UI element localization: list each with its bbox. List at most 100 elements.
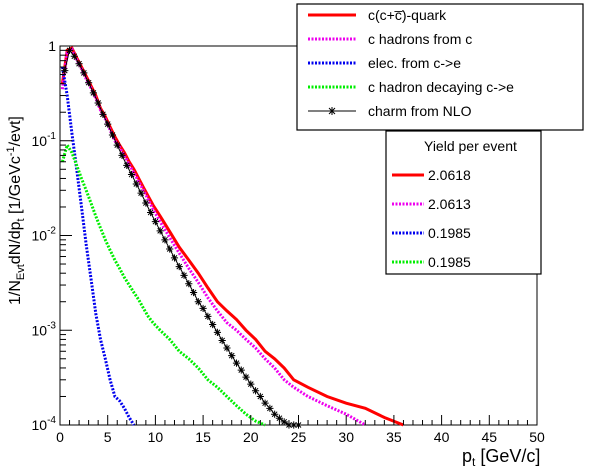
data-point xyxy=(75,60,83,68)
legend-label: elec. from c->e xyxy=(368,55,461,71)
data-point xyxy=(213,328,222,336)
legend-entry: c hadrons from c xyxy=(308,31,472,47)
legend-label: charm from NLO xyxy=(368,103,472,119)
data-point xyxy=(185,280,193,288)
legend-marker xyxy=(328,107,336,115)
y-axis-label: 1/NEvtdN/dpt [1/GeVc-1/evt] xyxy=(5,116,27,305)
data-point xyxy=(151,218,159,226)
legend-label: c(c+c̅)-quark xyxy=(368,7,447,23)
x-tick-label: 10 xyxy=(148,429,164,445)
y-tick-label: 10-1 xyxy=(32,131,57,149)
data-point xyxy=(251,387,260,395)
yield-items: 2.0618 2.0613 0.1985 0.1985 xyxy=(392,167,471,270)
yield-entry: 2.0618 xyxy=(392,167,471,183)
data-point xyxy=(113,141,121,149)
yield-value: 2.0618 xyxy=(428,167,471,183)
data-point xyxy=(180,271,188,279)
data-point xyxy=(118,151,126,160)
data-point xyxy=(123,161,131,169)
data-point xyxy=(142,199,150,207)
data-point xyxy=(209,320,217,329)
data-point xyxy=(104,120,112,128)
data-point xyxy=(61,67,69,75)
yield-entry: 0.1985 xyxy=(392,225,471,241)
data-point xyxy=(194,298,202,306)
data-point xyxy=(223,344,231,352)
series-line xyxy=(64,49,299,426)
data-point xyxy=(156,227,164,235)
yield-entry: 0.1985 xyxy=(392,254,471,270)
data-point xyxy=(218,336,226,345)
y-tick-label: 10-2 xyxy=(32,226,57,244)
data-point xyxy=(108,131,117,139)
legend-label: c hadrons from c xyxy=(368,31,472,47)
data-point xyxy=(237,366,245,374)
legend-entry: charm from NLO xyxy=(308,103,472,119)
plot-area: 0 5 10 15 20 25 30 35 40 45 50 10-4 10-3 10-2 10-1 1 xyxy=(32,38,545,445)
data-point xyxy=(175,262,183,271)
x-tick-label: 15 xyxy=(195,429,211,445)
y-tick-label: 1 xyxy=(48,38,56,54)
yield-value: 0.1985 xyxy=(428,225,471,241)
data-point xyxy=(147,208,155,217)
series-3 xyxy=(60,141,266,427)
data-point xyxy=(261,399,269,407)
data-point xyxy=(280,418,288,426)
data-point xyxy=(199,304,207,313)
yield-box: Yield per event 2.0618 2.0613 0.1985 0.1985 xyxy=(385,130,542,275)
series-line xyxy=(60,66,136,426)
data-point xyxy=(94,99,102,107)
data-point xyxy=(228,352,236,360)
legend-entry: c(c+c̅)-quark xyxy=(308,7,447,23)
legend-items: c(c+c̅)-quark c hadrons from c elec. from … xyxy=(308,7,514,119)
series-2 xyxy=(60,66,136,426)
yield-value: 0.1985 xyxy=(428,254,471,270)
data-point xyxy=(127,170,136,179)
y-tick-label: 10-4 xyxy=(32,415,57,433)
x-tick-label: 20 xyxy=(243,429,259,445)
x-tick-label: 40 xyxy=(434,429,450,445)
data-point xyxy=(161,236,169,244)
x-tick-label: 45 xyxy=(482,429,498,445)
y-axis: 10-4 10-3 10-2 10-1 1 xyxy=(32,38,72,433)
y-tick-label: 10-3 xyxy=(32,320,57,338)
data-point xyxy=(266,404,274,412)
data-point xyxy=(232,359,241,367)
data-point xyxy=(132,180,140,188)
x-tick-label: 0 xyxy=(56,429,64,445)
legend-label: c hadron decaying c->e xyxy=(368,79,514,95)
x-tick-label: 50 xyxy=(529,429,545,445)
yield-value: 2.0613 xyxy=(428,196,471,212)
data-point xyxy=(70,52,78,60)
data-point xyxy=(256,392,264,401)
legend-entry: elec. from c->e xyxy=(308,55,461,71)
data-point xyxy=(247,380,255,388)
data-point xyxy=(89,89,97,97)
x-axis: 0 5 10 15 20 25 30 35 40 45 50 xyxy=(56,415,545,445)
x-tick-label: 30 xyxy=(338,429,354,445)
data-point xyxy=(275,414,284,422)
data-point xyxy=(242,373,250,381)
data-point xyxy=(65,46,74,54)
x-tick-label: 35 xyxy=(386,429,402,445)
x-tick-label: 25 xyxy=(291,429,307,445)
data-point xyxy=(170,254,179,262)
data-point xyxy=(189,288,198,297)
legend-entry: c hadron decaying c->e xyxy=(308,79,514,95)
legend-frame xyxy=(296,3,584,131)
data-point xyxy=(137,189,145,197)
x-axis-label: pt [GeV/c] xyxy=(462,446,540,469)
data-point xyxy=(204,312,212,321)
x-tick-label: 5 xyxy=(104,429,112,445)
data-point xyxy=(99,110,107,118)
series-4 xyxy=(61,46,303,429)
data-point xyxy=(85,79,93,87)
data-point xyxy=(166,245,174,253)
legend: c(c+c̅)-quark c hadrons from c elec. from … xyxy=(296,3,584,131)
yield-entry: 2.0613 xyxy=(392,196,471,212)
series-layer xyxy=(60,46,404,429)
data-point xyxy=(271,410,279,418)
data-point xyxy=(80,69,88,77)
series-line xyxy=(60,141,266,427)
